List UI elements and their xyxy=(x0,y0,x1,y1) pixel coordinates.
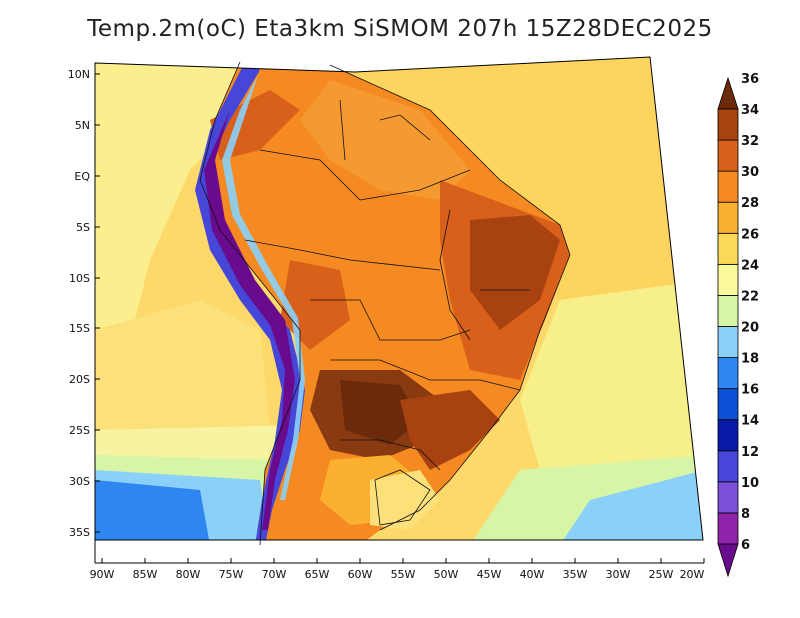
lon-label: 50W xyxy=(434,568,459,581)
colorbar-level-label: 26 xyxy=(741,227,759,242)
lon-label: 55W xyxy=(391,568,416,581)
lon-label: 20W xyxy=(680,568,705,581)
colorbar-level-label: 22 xyxy=(741,289,759,304)
lat-label: 10S xyxy=(69,272,90,285)
colorbar-max-arrow xyxy=(717,76,739,110)
lon-label: 30W xyxy=(606,568,631,581)
lon-label: 80W xyxy=(176,568,201,581)
colorbar: 6 8 10 12 14 16 18 20 22 24 26 28 30 32 34 36 xyxy=(717,72,759,578)
colorbar-swatch xyxy=(717,170,739,203)
colorbar-level-label: 18 xyxy=(741,352,759,367)
lon-label: 35W xyxy=(563,568,588,581)
colorbar-swatch xyxy=(717,388,739,421)
colorbar-level-label: 32 xyxy=(741,134,759,149)
lat-label: 20S xyxy=(69,373,90,386)
colorbar-swatch xyxy=(717,512,739,545)
temperature-field xyxy=(95,57,703,540)
lat-label: 25S xyxy=(69,424,90,437)
colorbar-level-label: 8 xyxy=(741,507,750,522)
country-borders xyxy=(199,61,571,546)
lat-label: 10N xyxy=(68,68,90,81)
colorbar-swatch xyxy=(717,326,739,358)
lat-label: 30S xyxy=(69,475,90,488)
lat-label: 5S xyxy=(76,221,90,234)
colorbar-level-label: 36 xyxy=(741,72,759,87)
lat-label: 15S xyxy=(69,322,90,335)
colorbar-level-label: 14 xyxy=(741,414,759,429)
colorbar-swatch xyxy=(717,232,739,265)
map-title: Temp.2m(oC) Eta3km SiSMOM 207h 15Z28DEC2… xyxy=(87,16,713,42)
lat-label: EQ xyxy=(74,170,90,183)
lon-label: 60W xyxy=(348,568,373,581)
lon-label: 40W xyxy=(520,568,545,581)
colorbar-level-label: 10 xyxy=(741,476,759,491)
colorbar-level-label: 6 xyxy=(741,538,750,553)
colorbar-swatch xyxy=(717,139,739,172)
colorbar-level-label: 30 xyxy=(741,165,759,180)
lon-label: 85W xyxy=(133,568,158,581)
colorbar-swatch xyxy=(717,357,739,390)
lon-label: 75W xyxy=(219,568,244,581)
lat-label: 5N xyxy=(75,119,90,132)
lon-label: 90W xyxy=(90,568,115,581)
colorbar-level-label: 16 xyxy=(741,383,759,398)
lon-label: 25W xyxy=(649,568,674,581)
colorbar-swatch xyxy=(717,263,739,296)
lat-label: 35S xyxy=(69,526,90,539)
colorbar-swatch xyxy=(717,295,739,327)
colorbar-swatch xyxy=(717,108,739,141)
lon-label: 45W xyxy=(477,568,502,581)
colorbar-swatch xyxy=(717,419,739,452)
latitude-axis: 10N 5N EQ 5S 10S 15S 20S 25S 30S 35S xyxy=(68,68,100,539)
colorbar-swatch xyxy=(717,481,739,514)
colorbar-swatch xyxy=(717,201,739,234)
colorbar-min-arrow xyxy=(717,543,739,578)
lon-label: 65W xyxy=(305,568,330,581)
colorbar-level-label: 24 xyxy=(741,258,759,273)
colorbar-swatch xyxy=(717,450,739,483)
longitude-axis: 90W 85W 80W 75W 70W 65W 60W 55W 50W 45W … xyxy=(90,558,705,581)
colorbar-level-label: 28 xyxy=(741,196,759,211)
lon-label: 70W xyxy=(262,568,287,581)
colorbar-level-label: 20 xyxy=(741,321,759,336)
colorbar-level-label: 12 xyxy=(741,445,759,460)
colorbar-level-label: 34 xyxy=(741,103,759,118)
